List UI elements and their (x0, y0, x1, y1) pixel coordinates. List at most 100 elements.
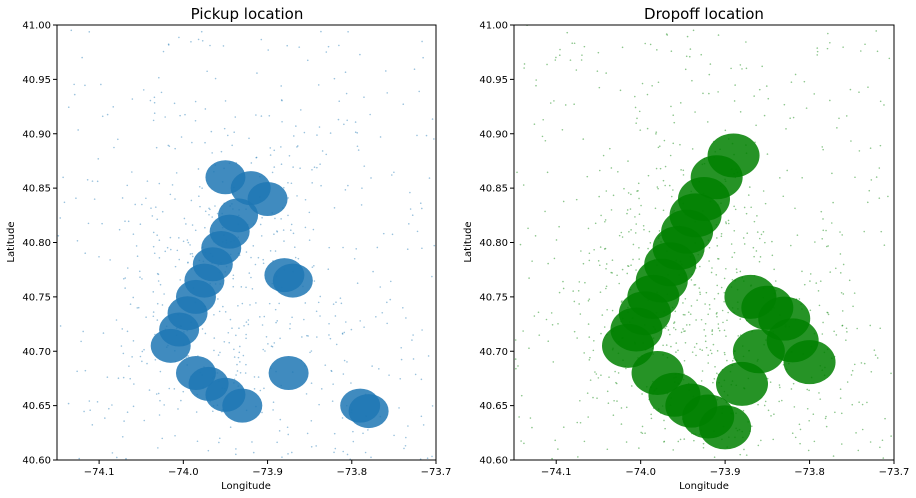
scatter-point (583, 352, 585, 354)
scatter-point (723, 351, 726, 354)
scatter-point (733, 172, 735, 175)
scatter-point (815, 282, 818, 284)
scatter-point (739, 270, 742, 273)
x-tick-label: −73.7 (879, 467, 910, 478)
scatter-point (690, 279, 693, 281)
scatter-point (620, 407, 623, 409)
scatter-point (528, 277, 530, 279)
scatter-point (573, 103, 575, 106)
scatter-point (667, 329, 670, 331)
scatter-point (750, 284, 753, 286)
scatter-point (813, 332, 816, 335)
scatter-point (644, 42, 647, 45)
scatter-point (158, 257, 161, 259)
scatter-point (636, 362, 638, 365)
scatter-point (405, 436, 407, 439)
scatter-point (179, 279, 181, 281)
scatter-point (303, 131, 306, 134)
scatter-point (717, 327, 720, 329)
scatter-point (137, 306, 140, 309)
scatter-point (702, 192, 705, 195)
scatter-point (73, 93, 76, 96)
scatter-point (625, 441, 628, 443)
scatter-point (223, 202, 226, 205)
scatter-point (274, 250, 277, 252)
scatter-point (214, 283, 217, 285)
x-tick-label: −73.9 (252, 467, 283, 478)
scatter-point (209, 282, 211, 285)
scatter-point (694, 111, 696, 113)
scatter-point (139, 276, 141, 278)
scatter-point (771, 240, 773, 243)
scatter-point (269, 147, 272, 149)
scatter-point (317, 301, 320, 304)
scatter-point (664, 427, 666, 430)
scatter-point (174, 198, 176, 200)
scatter-point (646, 127, 649, 130)
scatter-point (419, 202, 422, 205)
scatter-point (143, 348, 145, 351)
scatter-point (772, 330, 775, 333)
scatter-point (292, 135, 295, 137)
scatter-point (692, 29, 695, 32)
scatter-point (365, 415, 367, 417)
scatter-point (763, 343, 765, 346)
pickup-scatter-points (57, 29, 436, 460)
scatter-point (357, 149, 360, 151)
scatter-point (115, 456, 118, 459)
scatter-point (275, 275, 278, 278)
scatter-point (416, 134, 418, 137)
scatter-point (760, 233, 763, 236)
scatter-point (739, 111, 742, 113)
scatter-point (819, 280, 822, 282)
scatter-point (173, 102, 176, 105)
scatter-point (248, 272, 251, 274)
scatter-point (259, 223, 262, 226)
scatter-point (204, 226, 206, 229)
y-tick-label: 40.60 (479, 456, 508, 467)
scatter-point (158, 414, 161, 416)
scatter-point (191, 224, 194, 226)
scatter-point (821, 237, 824, 240)
scatter-point (802, 353, 805, 355)
scatter-point (262, 348, 265, 351)
scatter-point (772, 299, 775, 302)
scatter-point (702, 446, 705, 449)
scatter-point (178, 36, 180, 39)
scatter-point (202, 386, 205, 389)
scatter-point (830, 222, 833, 224)
scatter-point (666, 279, 669, 282)
pickup-y-axis-ticks: 40.6040.6540.7040.7540.8040.8540.9040.95… (22, 21, 57, 467)
scatter-point (290, 182, 293, 185)
scatter-point (280, 146, 282, 148)
scatter-point (716, 398, 719, 401)
scatter-point (232, 274, 235, 277)
scatter-point (653, 390, 655, 392)
scatter-point (316, 336, 318, 338)
scatter-point (736, 429, 739, 432)
scatter-point (237, 304, 239, 307)
scatter-point (733, 100, 736, 102)
scatter-point (708, 219, 710, 222)
scatter-point (673, 321, 676, 323)
scatter-point (211, 262, 213, 264)
scatter-point (218, 437, 221, 440)
scatter-point (827, 313, 830, 316)
scatter-point (757, 444, 760, 447)
scatter-point (112, 106, 115, 108)
scatter-point (879, 446, 881, 449)
scatter-point (868, 189, 871, 192)
scatter-point (724, 353, 726, 356)
scatter-point (209, 400, 211, 403)
scatter-point (666, 293, 669, 296)
scatter-point (652, 347, 654, 350)
scatter-point (605, 190, 608, 192)
scatter-point (156, 234, 158, 237)
scatter-point (639, 129, 642, 131)
scatter-point (333, 77, 336, 80)
scatter-point (159, 283, 162, 286)
scatter-point (753, 95, 755, 97)
scatter-point (163, 404, 165, 406)
scatter-point (232, 186, 235, 189)
